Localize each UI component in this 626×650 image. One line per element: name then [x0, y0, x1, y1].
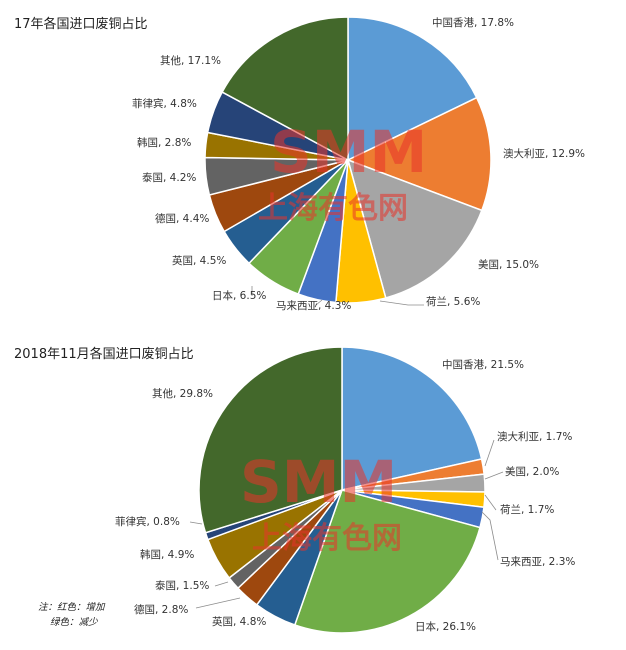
pie-chart-2017: 17年各国进口废铜占比 中国香港, 17.8% 澳大利亚, 12.9% 美国, 15… — [14, 16, 585, 312]
slice-label-2018-11-1: 澳大利亚, 1.7% — [497, 430, 572, 443]
slice-label-2017-3: 荷兰, 5.6% — [426, 295, 480, 308]
slice-label-2017-11: 其他, 17.1% — [160, 54, 221, 67]
pie-slice-2017-0 — [347, 16, 478, 162]
slice-label-2018-11-4: 马来西亚, 2.3% — [500, 556, 575, 568]
slice-label-2018-11-10: 菲律宾, 0.8% — [115, 515, 180, 528]
slice-label-2017-4: 马来西亚, 4.3% — [276, 300, 351, 312]
slice-label-2017-2: 美国, 15.0% — [478, 258, 539, 271]
watermark-top: SMM 上海有色网 — [258, 118, 427, 226]
note-line-green: 绿色：减少 — [50, 616, 98, 628]
pie-2018-11-slices — [198, 346, 486, 634]
leader-line-2018-11-4 — [481, 511, 499, 561]
chart-title-2018-11: 2018年11月各国进口废铜占比 — [14, 346, 194, 362]
slice-label-2018-11-8: 泰国, 1.5% — [155, 579, 209, 592]
slice-label-2018-11-2: 美国, 2.0% — [505, 465, 559, 478]
leader-line-2018-11-10 — [189, 521, 203, 525]
chart-title-2017: 17年各国进口废铜占比 — [14, 16, 148, 32]
pie-chart-2018-11: 2018年11月各国进口废铜占比 中国香港, 21.5% 澳大利亚, 1.7% 美国… — [14, 346, 575, 634]
slice-label-2017-8: 泰国, 4.2% — [142, 171, 196, 184]
slice-label-2018-11-3: 荷兰, 1.7% — [500, 503, 554, 516]
slice-label-2017-5: 日本, 6.5% — [212, 289, 266, 302]
slice-label-2017-0: 中国香港, 17.8% — [432, 16, 514, 29]
leader-line-2018-11-2 — [484, 471, 504, 480]
slice-label-2017-7: 德国, 4.4% — [155, 212, 209, 225]
slice-label-2018-11-9: 韩国, 4.9% — [140, 548, 194, 561]
slice-label-2017-9: 韩国, 2.8% — [137, 136, 191, 149]
pie-2017-slices — [204, 16, 492, 304]
pie-slice-2018-11-11 — [198, 346, 343, 534]
leader-line-2018-11-1 — [484, 439, 495, 467]
watermark-cn-bottom: 上海有色网 — [252, 521, 402, 556]
watermark-bottom: SMM 上海有色网 — [240, 448, 402, 556]
watermark-brand-top: SMM — [270, 118, 427, 186]
slice-label-2018-11-11: 其他, 29.8% — [152, 387, 213, 400]
pie-slice-2018-11-5 — [293, 489, 481, 634]
pie-slice-2018-11-0 — [341, 346, 483, 491]
pie-slice-2017-1 — [346, 96, 492, 212]
slice-label-2018-11-7: 德国, 2.8% — [134, 603, 188, 616]
leader-line-2017-4 — [315, 299, 323, 306]
pie-slice-2017-11 — [221, 16, 349, 162]
slice-label-2017-6: 英国, 4.5% — [172, 254, 226, 267]
note-line-red: 注：红色：增加 — [38, 601, 106, 613]
watermark-cn-top: 上海有色网 — [258, 191, 408, 226]
pie-2018-11-labels: 中国香港, 21.5% 澳大利亚, 1.7% 美国, 2.0% 荷兰, 1.7% 马来西… — [115, 358, 575, 633]
color-note: 注：红色：增加 绿色：减少 — [38, 601, 106, 628]
slice-label-2017-1: 澳大利亚, 12.9% — [503, 147, 585, 160]
watermark-brand-bottom: SMM — [240, 448, 397, 516]
slice-label-2018-11-5: 日本, 26.1% — [415, 620, 476, 633]
slice-label-2018-11-6: 英国, 4.8% — [212, 615, 266, 628]
leader-line-2018-11-7 — [195, 597, 241, 609]
slice-label-2018-11-0: 中国香港, 21.5% — [442, 358, 524, 371]
slice-label-2017-10: 菲律宾, 4.8% — [132, 97, 197, 110]
leader-line-2018-11-8 — [214, 581, 229, 587]
leader-line-2017-3 — [379, 300, 424, 306]
pie-slice-2017-2 — [346, 158, 483, 299]
pie-2017-labels: 中国香港, 17.8% 澳大利亚, 12.9% 美国, 15.0% 荷兰, 5.6% 马… — [132, 16, 585, 312]
leader-line-2018-11-3 — [484, 494, 497, 511]
